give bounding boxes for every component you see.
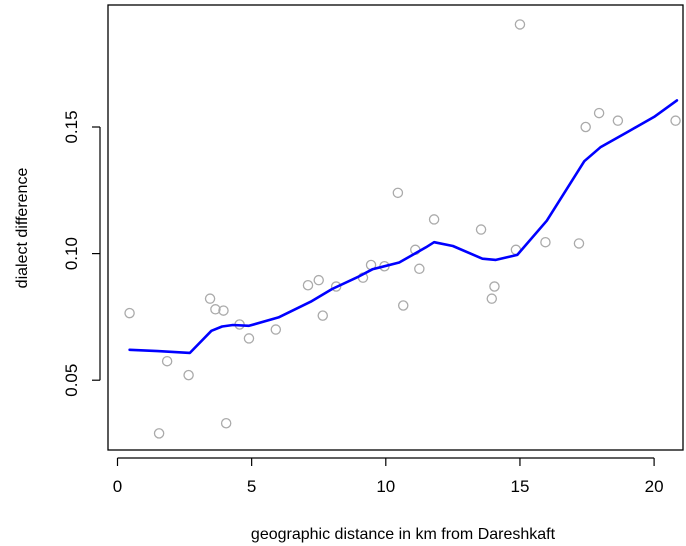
- data-point: [210, 304, 221, 315]
- x-tick-label: 0: [113, 477, 122, 496]
- data-point: [593, 107, 605, 119]
- x-axis-label: geographic distance in km from Dareshkaf…: [251, 526, 556, 543]
- x-tick-label: 20: [645, 477, 664, 496]
- data-point: [580, 121, 591, 133]
- data-point: [183, 369, 194, 381]
- data-point: [317, 310, 328, 321]
- x-tick-label: 15: [510, 477, 529, 496]
- data-point: [302, 279, 314, 291]
- data-point: [204, 293, 216, 304]
- data-point: [486, 293, 498, 304]
- y-axis: 0.05 0.10 0.15: [62, 110, 101, 397]
- data-point: [540, 236, 551, 248]
- data-point: [243, 333, 255, 344]
- data-point: [270, 324, 282, 335]
- data-point: [161, 355, 173, 367]
- data-point: [313, 274, 324, 286]
- data-points: [124, 19, 681, 439]
- y-tick-label: 0.15: [62, 110, 81, 143]
- data-point: [514, 19, 526, 30]
- smooth-line: [128, 99, 679, 355]
- y-tick-label: 0.05: [62, 364, 81, 397]
- data-point: [475, 224, 487, 235]
- data-point: [124, 307, 135, 319]
- data-point: [220, 417, 232, 429]
- x-tick-label: 10: [376, 477, 395, 496]
- data-point: [573, 238, 585, 249]
- plot-frame: [107, 4, 684, 451]
- smooth-line-layer: [128, 99, 679, 355]
- y-tick-label: 0.10: [62, 237, 81, 270]
- data-point: [392, 187, 404, 199]
- x-tick-label: 5: [247, 477, 256, 496]
- x-axis: 0 5 10 15 20: [113, 457, 664, 496]
- data-point: [330, 281, 342, 292]
- data-point: [428, 214, 440, 225]
- data-point: [153, 428, 165, 439]
- data-point: [218, 305, 229, 316]
- data-point: [414, 263, 425, 275]
- y-axis-label: dialect difference: [14, 168, 31, 289]
- data-point: [670, 115, 681, 126]
- data-point: [612, 115, 624, 126]
- data-point: [397, 300, 409, 311]
- data-point: [489, 281, 500, 292]
